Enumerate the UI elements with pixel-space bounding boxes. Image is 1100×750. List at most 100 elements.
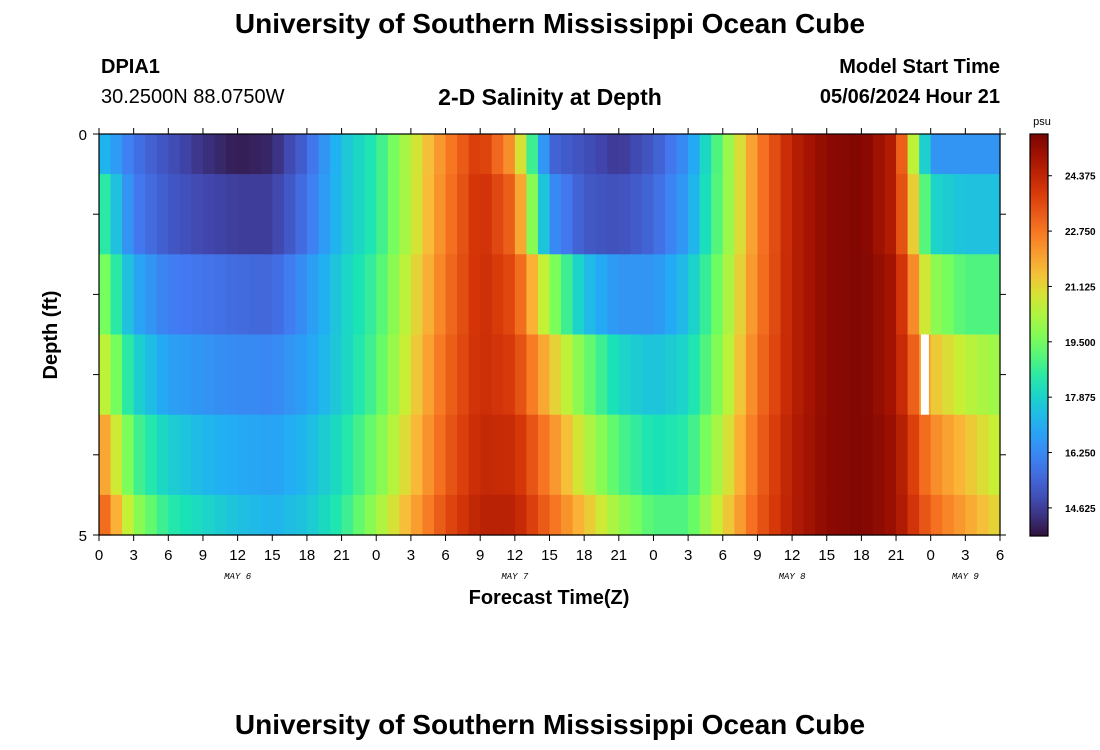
heatmap-cell <box>838 134 851 175</box>
heatmap-cell <box>376 174 389 255</box>
heatmap-cell <box>306 414 320 496</box>
heatmap-cell <box>237 174 250 255</box>
heatmap-cell <box>491 174 504 255</box>
heatmap-cell <box>295 134 308 175</box>
heatmap-cell <box>237 334 250 416</box>
heatmap-cell <box>734 414 747 496</box>
heatmap-cell <box>133 254 146 336</box>
heatmap-cell <box>457 494 470 536</box>
heatmap-cell <box>191 134 204 175</box>
heatmap-cell <box>907 494 920 536</box>
heatmap-cell <box>722 174 735 255</box>
heatmap-cell <box>676 494 689 536</box>
heatmap-cell <box>226 414 239 496</box>
heatmap-cell <box>110 174 123 255</box>
heatmap-cell <box>503 494 516 536</box>
heatmap-cell <box>641 414 655 496</box>
heatmap-cell <box>226 254 239 336</box>
heatmap-cell <box>364 494 377 536</box>
heatmap-cell <box>249 174 262 255</box>
heatmap-cell <box>618 414 631 496</box>
heatmap-cell <box>410 334 424 416</box>
x-tick-label: 12 <box>784 547 801 564</box>
chart-subtitle: 2-D Salinity at Depth <box>438 84 662 110</box>
heatmap-cell <box>99 414 112 496</box>
heatmap-cell <box>976 414 990 496</box>
heatmap-cell <box>815 334 828 416</box>
heatmap-cell <box>468 134 481 175</box>
heatmap-cell <box>595 174 608 255</box>
heatmap-cell <box>457 414 470 496</box>
heatmap-cell <box>549 174 562 255</box>
heatmap-cell <box>780 494 793 536</box>
heatmap-cell <box>133 414 146 496</box>
x-tick-label: 18 <box>299 547 316 564</box>
heatmap-cell <box>214 174 227 255</box>
heatmap-cell <box>503 254 516 336</box>
heatmap-cell <box>699 134 712 175</box>
heatmap-cell <box>872 174 886 255</box>
heatmap-cell <box>179 134 193 175</box>
colorbar-ticks: 14.625 16.250 17.875 19.500 21.125 22.750 24.3… <box>1048 172 1096 515</box>
heatmap-cell <box>838 494 851 536</box>
heatmap-cell <box>757 134 770 175</box>
day-label: MAY 6 <box>224 572 252 582</box>
heatmap-cell <box>260 254 273 336</box>
heatmap-cell <box>861 174 874 255</box>
heatmap-cell <box>919 254 932 336</box>
heatmap-cell <box>318 494 331 536</box>
heatmap-cell <box>965 334 978 416</box>
heatmap-cell <box>745 174 759 255</box>
heatmap-cell <box>630 494 643 536</box>
heatmap-cell <box>191 414 204 496</box>
x-tick-label: 15 <box>818 547 835 564</box>
heatmap-cell <box>156 254 169 336</box>
heatmap-cell <box>838 414 851 496</box>
heatmap-cell <box>99 334 112 416</box>
heatmap-cell <box>584 174 597 255</box>
heatmap-cell <box>595 134 608 175</box>
heatmap-cell <box>214 254 227 336</box>
x-tick-label: 21 <box>888 547 905 564</box>
heatmap-cell <box>445 334 458 416</box>
heatmap-cell <box>537 174 551 255</box>
heatmap-cell <box>202 254 216 336</box>
heatmap-cell <box>803 134 816 175</box>
heatmap-cell <box>792 334 805 416</box>
heatmap-cell <box>341 254 354 336</box>
heatmap-cell <box>630 174 643 255</box>
x-tick-label: 0 <box>649 547 657 564</box>
x-tick-label: 9 <box>199 547 207 564</box>
missing-data-cell <box>920 334 929 415</box>
heatmap-cell <box>584 254 597 336</box>
heatmap-cell <box>653 334 666 416</box>
x-tick-label: 12 <box>507 547 524 564</box>
heatmap-cell <box>399 414 412 496</box>
heatmap-cell <box>896 494 909 536</box>
heatmap-cell <box>930 134 943 175</box>
heatmap-cell <box>953 414 966 496</box>
heatmap-cell <box>953 334 966 416</box>
heatmap-cell <box>780 174 793 255</box>
heatmap-cell <box>572 494 585 536</box>
heatmap-cell <box>249 414 262 496</box>
x-tick-label: 6 <box>441 547 449 564</box>
heatmap-cell <box>168 254 181 336</box>
heatmap-cell <box>110 254 123 336</box>
heatmap-cell <box>445 494 458 536</box>
heatmap-cell <box>930 174 943 255</box>
heatmap-cell <box>110 414 123 496</box>
heatmap-cell <box>815 174 828 255</box>
heatmap-cell <box>122 254 135 336</box>
heatmap-cell <box>768 174 782 255</box>
heatmap-cell <box>930 254 943 336</box>
heatmap-cell <box>988 174 1001 255</box>
heatmap-cell <box>734 494 747 536</box>
heatmap-cell <box>665 334 678 416</box>
heatmap-cell <box>896 134 909 175</box>
heatmap-cell <box>387 134 400 175</box>
heatmap-cell <box>815 414 828 496</box>
heatmap-cell <box>480 414 493 496</box>
heatmap-cell <box>896 254 909 336</box>
heatmap-cell <box>387 494 400 536</box>
